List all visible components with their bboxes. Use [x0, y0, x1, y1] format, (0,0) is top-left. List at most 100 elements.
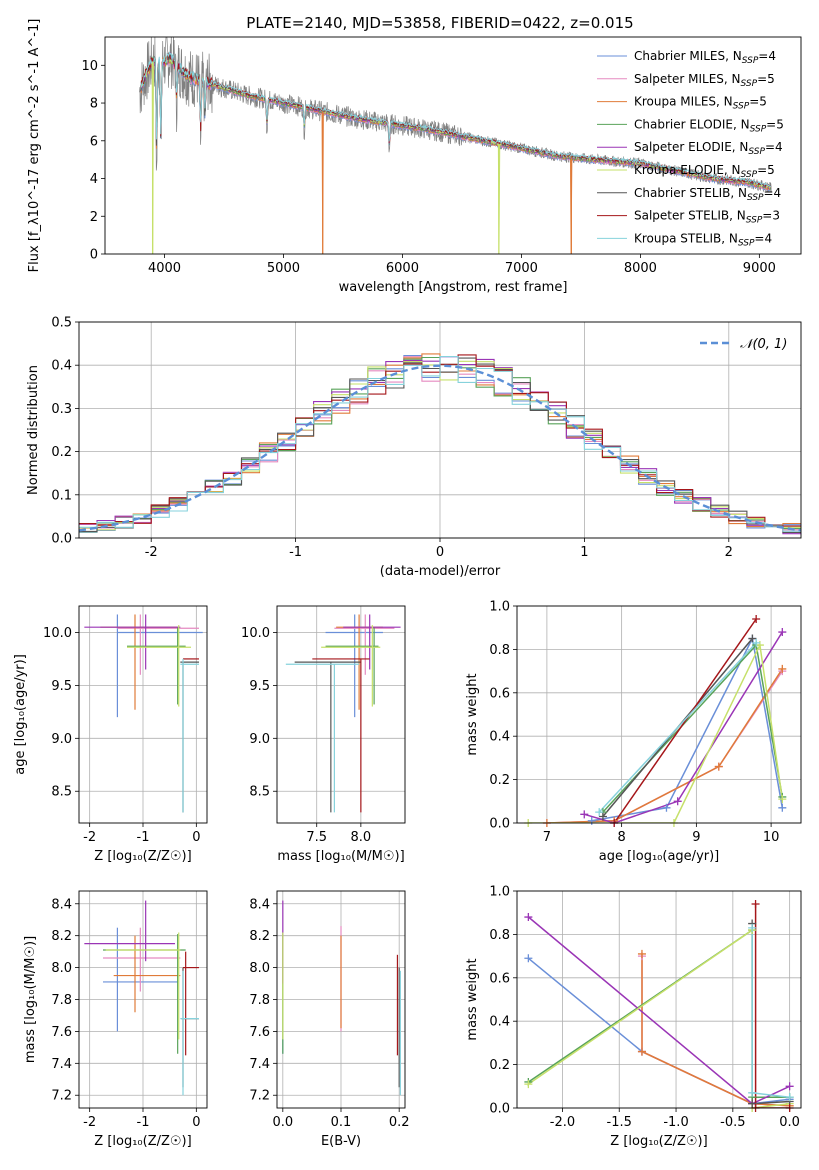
weight-marker-salpeter_elodie — [524, 913, 533, 922]
x-tick-label: 0 — [192, 830, 200, 845]
x-tick-label: 6000 — [386, 261, 419, 276]
plot-area — [285, 614, 401, 813]
spectrum-legend: Chabrier MILES, NSSP=4 Salpeter MILES, NS… — [597, 49, 784, 248]
x-tick-label: -2.0 — [550, 1115, 575, 1130]
legend-n: =3 — [762, 209, 780, 223]
y-tick-label: 7.8 — [249, 993, 270, 1008]
legend-sub: SSP — [746, 216, 763, 226]
y-tick-label: 7.8 — [51, 993, 72, 1008]
weight-marker-chabrier_miles — [587, 816, 596, 825]
weight-marker-kroupa_stelib — [748, 1088, 757, 1097]
weight-marker-kroupa_stelib — [595, 808, 604, 817]
y-axis-label: Flux [f_λ10^-17 erg cm^-2 s^-1 A^-1] — [27, 19, 42, 273]
legend-sub: SSP — [742, 56, 759, 66]
x-axis-label: E(B-V) — [321, 1134, 361, 1149]
gaussian-curve — [79, 364, 801, 532]
y-tick-label: 0.2 — [489, 1058, 510, 1073]
legend-sub: SSP — [750, 124, 767, 134]
weight-marker-salpeter_elodie — [785, 1082, 794, 1091]
y-tick-label: 7.4 — [51, 1057, 72, 1072]
plot-area — [84, 900, 199, 1096]
y-tick-label: 7.4 — [249, 1057, 270, 1072]
x-tick-label: 1 — [580, 545, 588, 560]
x-tick-label: -1.5 — [607, 1115, 632, 1130]
weight-marker-kroupa_stelib — [785, 1093, 794, 1102]
x-tick-label: -1.0 — [663, 1115, 688, 1130]
x-tick-label: 0.0 — [272, 1115, 293, 1130]
x-tick-label: 0 — [436, 545, 444, 560]
weight-marker-salpeter_elodie — [673, 797, 682, 806]
y-tick-label: 1.0 — [489, 600, 510, 615]
legend-n: =4 — [754, 231, 772, 245]
y-tick-label: 8.2 — [51, 929, 72, 944]
legend-label: Kroupa MILES, N — [634, 95, 733, 109]
y-tick-label: 8 — [90, 97, 98, 112]
x-tick-label: 7000 — [505, 261, 538, 276]
axes-frame — [276, 890, 406, 1109]
axes-frame — [276, 605, 406, 824]
weight-line-kroupa_stelib — [751, 927, 790, 1098]
y-tick-label: 0.2 — [489, 773, 510, 788]
weight-marker-chabrier_miles — [524, 954, 533, 963]
x-axis-label: wavelength [Angstrom, rest frame] — [339, 280, 568, 295]
legend-n: =5 — [757, 163, 775, 177]
x-tick-label: -2 — [83, 1115, 96, 1130]
weight-marker-kroupa_stelib — [748, 923, 757, 932]
age-vs-mass-axes: 7.5 8.0 8.5 9.0 9.5 10.0 mass [log₁₀(M/M☉)] — [241, 605, 406, 864]
legend-text-chabrier_miles: Chabrier MILES, NSSP=4 — [634, 49, 776, 66]
y-tick-label: 4 — [90, 172, 98, 187]
model-spectrum-kroupa_stelib — [140, 51, 772, 188]
weight-line-kroupa_miles — [546, 668, 783, 823]
chart-title: PLATE=2140, MJD=53858, FIBERID=0422, z=0… — [246, 14, 633, 32]
mass-vs-ebv-axes: 0.0 0.1 0.2 7.2 7.4 7.6 7.8 8.0 8.2 8.4 E(B-V) — [249, 890, 410, 1149]
x-tick-label: 4000 — [148, 261, 181, 276]
legend-sub: SSP — [733, 102, 750, 112]
legend-text-kroupa_elodie: Kroupa ELODIE, NSSP=5 — [634, 163, 775, 180]
x-tick-label: -2 — [83, 830, 96, 845]
y-tick-label: 9.0 — [51, 732, 72, 747]
y-tick-label: 8.0 — [249, 961, 270, 976]
weight-marker-chabrier_miles — [778, 803, 787, 812]
plot-area — [84, 614, 203, 813]
x-tick-label: 0.1 — [331, 1115, 352, 1130]
y-tick-label: 8.4 — [51, 897, 72, 912]
legend-text-chabrier_elodie: Chabrier ELODIE, NSSP=5 — [634, 117, 784, 134]
y-tick-label: 8.5 — [249, 785, 270, 800]
weight-line-salpeter_stelib — [754, 904, 790, 1108]
x-axis-label: mass [log₁₀(M/M☉)] — [277, 849, 404, 864]
y-tick-label: 9.5 — [249, 679, 270, 694]
plot-area — [139, 37, 772, 254]
weight-marker-salpeter_stelib — [751, 900, 760, 909]
legend-label: Salpeter ELODIE, N — [634, 140, 748, 154]
y-tick-label: 0.4 — [489, 730, 510, 745]
legend-sub: SSP — [741, 170, 758, 180]
y-axis-label: mass [log₁₀(M/M☉)] — [23, 936, 38, 1063]
y-axis-label: age [log₁₀(age/yr)] — [13, 654, 28, 775]
plot-area — [282, 900, 401, 1096]
x-tick-label: 0.2 — [389, 1115, 410, 1130]
weight-line-salpeter_stelib — [613, 618, 757, 823]
weight-marker-salpeter_elodie — [580, 810, 589, 819]
weight-marker-kroupa_stelib — [752, 638, 761, 647]
weight-marker-kroupa_elodie — [778, 795, 787, 804]
legend-sub: SSP — [741, 79, 758, 89]
x-axis-label: Z [log₁₀(Z/Z☉)] — [94, 1134, 191, 1149]
x-tick-label: -2 — [145, 545, 158, 560]
legend-text-chabrier_stelib: Chabrier STELIB, NSSP=4 — [634, 186, 781, 203]
y-tick-label: 0.6 — [489, 971, 510, 986]
y-tick-label: 1.0 — [489, 885, 510, 900]
y-tick-label: 0.0 — [489, 1102, 510, 1117]
legend-n: =4 — [765, 140, 783, 154]
y-tick-label: 0.0 — [489, 817, 510, 832]
y-tick-label: 0.4 — [51, 359, 72, 374]
y-tick-label: 8.2 — [249, 929, 270, 944]
y-tick-label: 7.6 — [51, 1025, 72, 1040]
x-tick-label: 5000 — [267, 261, 300, 276]
axes-frame — [516, 890, 802, 1109]
weight-line-chabrier_elodie — [602, 643, 784, 813]
y-tick-label: 10 — [81, 59, 98, 74]
mass-vs-z-axes: -2 -1 0 7.2 7.4 7.6 7.8 8.0 8.2 8.4 Z [log₁₀(Z/Z☉)… — [23, 890, 208, 1149]
legend-text-salpeter_miles: Salpeter MILES, NSSP=5 — [634, 72, 775, 89]
legend-text-kroupa_stelib: Kroupa STELIB, NSSP=4 — [634, 231, 772, 248]
weight-line-kroupa_miles — [641, 953, 790, 1107]
